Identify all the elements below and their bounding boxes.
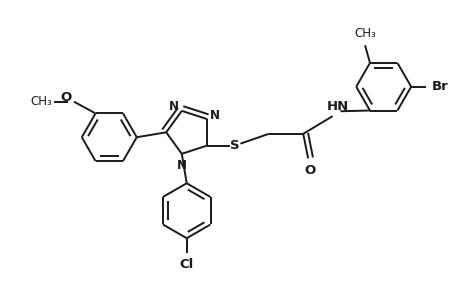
- Text: CH₃: CH₃: [31, 95, 52, 108]
- Text: N: N: [209, 109, 219, 122]
- Text: HN: HN: [326, 100, 348, 113]
- Text: Br: Br: [431, 80, 447, 93]
- Text: O: O: [304, 164, 315, 177]
- Text: N: N: [176, 159, 186, 172]
- Text: O: O: [60, 91, 72, 104]
- Text: CH₃: CH₃: [353, 27, 375, 40]
- Text: N: N: [168, 100, 179, 113]
- Text: S: S: [229, 139, 239, 152]
- Text: Cl: Cl: [179, 258, 193, 271]
